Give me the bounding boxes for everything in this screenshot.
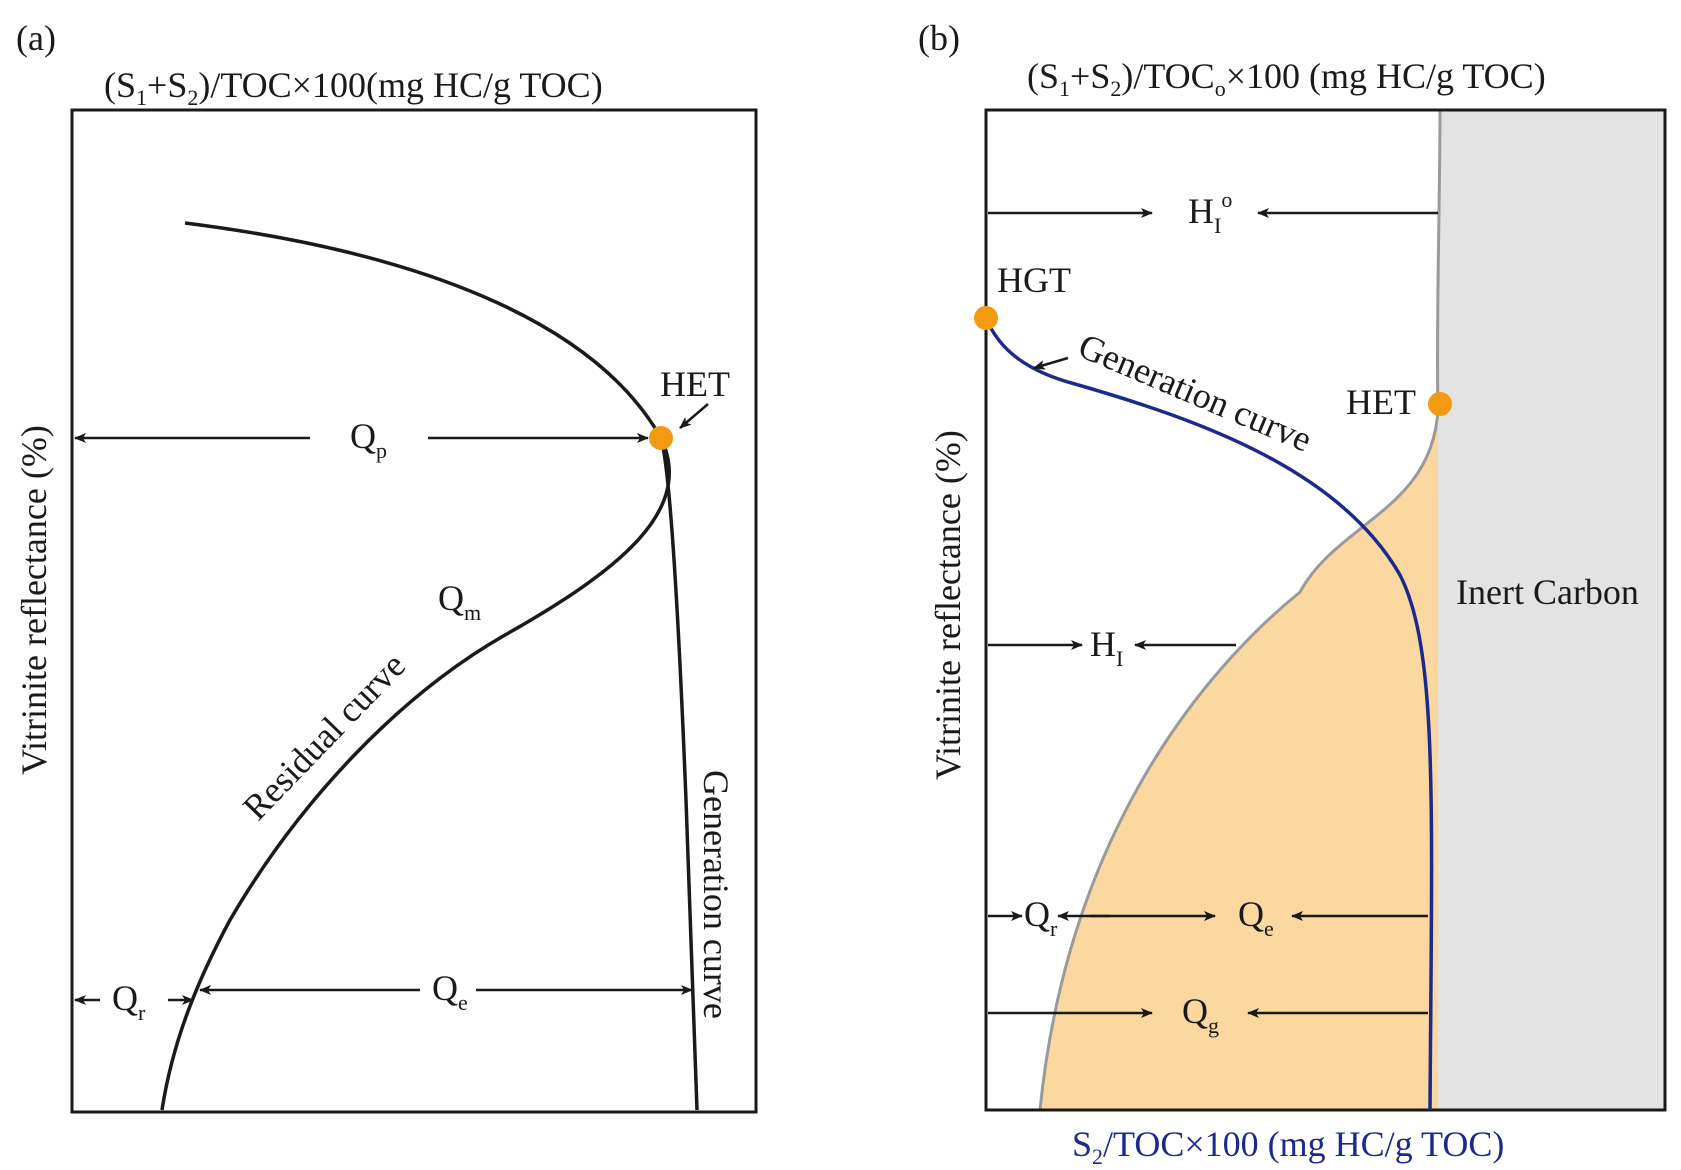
residual-curve-line	[160, 221, 671, 1111]
residual-boundary-line	[1038, 109, 1442, 1111]
hio-label: HIo	[1188, 187, 1232, 238]
panel-b: (b) (S1+S2)/TOCo×100 (mg HC/g TOC) Vitri…	[918, 18, 1667, 1169]
residual-fill-area	[1040, 410, 1438, 1110]
qe-label-b: Qe	[1238, 894, 1274, 941]
generation-curve-line-b	[984, 317, 1434, 1111]
panel-a-frame	[70, 108, 758, 1114]
qp-label: Qp	[350, 416, 387, 463]
generation-curve-pointer-arrow	[1033, 356, 1069, 370]
panel-a-y-axis-label: Vitrinite reflectance (%)	[14, 425, 54, 775]
qg-label: Qg	[1182, 991, 1219, 1038]
qr-label-a: Qr	[112, 978, 146, 1025]
hgt-label: HGT	[997, 260, 1071, 300]
het-marker-b	[1428, 392, 1452, 416]
generation-curve-line	[659, 437, 699, 1111]
residual-curve-label: Residual curve	[235, 645, 413, 827]
panel-a: (a) (S1+S2)/TOC×100(mg HC/g TOC) Vitrini…	[14, 18, 758, 1114]
het-label: HET	[660, 364, 730, 404]
panel-b-title: (S1+S2)/TOCo×100 (mg HC/g TOC)	[1027, 56, 1546, 101]
het-pointer-arrow	[679, 403, 709, 429]
hgt-marker	[974, 306, 998, 330]
inert-carbon-label: Inert Carbon	[1456, 572, 1639, 612]
panel-a-title: (S1+S2)/TOC×100(mg HC/g TOC)	[104, 65, 603, 110]
het-marker	[649, 426, 673, 450]
panel-b-x-axis-label: S2/TOC×100 (mg HC/g TOC)	[1072, 1124, 1504, 1169]
panel-b-frame	[984, 108, 1667, 1112]
qe-label-a: Qe	[432, 968, 468, 1015]
panel-b-letter: (b)	[918, 18, 960, 58]
het-label-b: HET	[1346, 382, 1416, 422]
generation-curve-label-a: Generation curve	[696, 770, 736, 1019]
qm-label: Qm	[438, 578, 481, 625]
qr-label-b: Qr	[1024, 894, 1058, 941]
hi-label: HI	[1090, 624, 1123, 671]
panel-a-letter: (a)	[16, 18, 56, 58]
inert-carbon-region	[1437, 110, 1665, 1110]
panel-b-y-axis-label: Vitrinite reflectance (%)	[928, 430, 968, 780]
